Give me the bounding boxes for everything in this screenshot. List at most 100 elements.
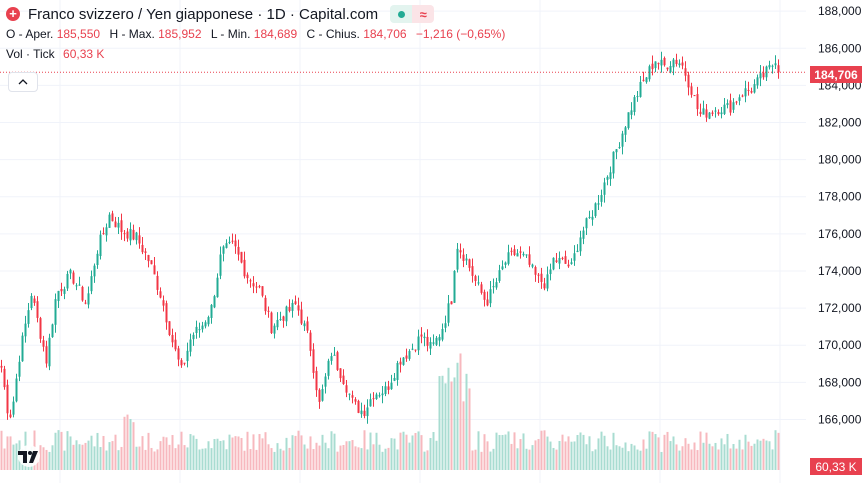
candle-body[interactable] (66, 273, 69, 289)
candle-body[interactable] (741, 95, 744, 97)
candle-body[interactable] (90, 276, 93, 292)
candle-body[interactable] (495, 282, 498, 288)
candle-body[interactable] (612, 151, 615, 174)
candle-body[interactable] (72, 272, 75, 284)
candle-body[interactable] (288, 306, 291, 311)
candle-body[interactable] (744, 88, 747, 97)
candle-body[interactable] (396, 363, 399, 380)
candle-body[interactable] (162, 300, 165, 306)
candle-body[interactable] (603, 182, 606, 195)
candle-body[interactable] (336, 352, 339, 370)
symbol-title[interactable]: Franco svizzero / Yen giapponese · 1D · … (28, 5, 379, 23)
candle-body[interactable] (375, 394, 378, 400)
candle-body[interactable] (339, 368, 342, 379)
candle-body[interactable] (648, 66, 651, 80)
candle-body[interactable] (606, 176, 609, 180)
candle-body[interactable] (684, 68, 687, 76)
candle-body[interactable] (291, 302, 294, 311)
candle-body[interactable] (651, 63, 654, 70)
candle-body[interactable] (303, 323, 306, 327)
candle-body[interactable] (447, 303, 450, 323)
candle-body[interactable] (723, 104, 726, 114)
candle-body[interactable] (600, 195, 603, 202)
candle-body[interactable] (366, 407, 369, 417)
candle-body[interactable] (627, 112, 630, 128)
candle-body[interactable] (519, 251, 522, 253)
candle-body[interactable] (492, 286, 495, 288)
candle-body[interactable] (438, 337, 441, 341)
candle-body[interactable] (510, 250, 513, 252)
candle-body[interactable] (54, 299, 57, 325)
candle-body[interactable] (168, 321, 171, 335)
candle-body[interactable] (408, 351, 411, 359)
candle-body[interactable] (699, 111, 702, 115)
volume-label[interactable]: Vol · Tick (6, 47, 55, 61)
candle-body[interactable] (561, 257, 564, 259)
candle-body[interactable] (210, 304, 213, 318)
candle-body[interactable] (270, 312, 273, 334)
candle-body[interactable] (573, 253, 576, 261)
candle-body[interactable] (696, 94, 699, 110)
candle-body[interactable] (594, 203, 597, 217)
candle-body[interactable] (777, 65, 780, 73)
candle-body[interactable] (630, 110, 633, 115)
candle-body[interactable] (129, 229, 132, 241)
candle-body[interactable] (735, 101, 738, 103)
candle-body[interactable] (768, 65, 771, 68)
candle-body[interactable] (546, 274, 549, 289)
candle-body[interactable] (141, 244, 144, 253)
candle-body[interactable] (285, 306, 288, 322)
candle-body[interactable] (582, 230, 585, 239)
candle-body[interactable] (585, 218, 588, 229)
candle-body[interactable] (564, 256, 567, 264)
candle-body[interactable] (528, 254, 531, 265)
candle-body[interactable] (204, 322, 207, 327)
candle-body[interactable] (474, 276, 477, 282)
candle-body[interactable] (159, 291, 162, 298)
candle-body[interactable] (351, 395, 354, 398)
candle-body[interactable] (165, 303, 168, 323)
candle-body[interactable] (759, 73, 762, 79)
candle-body[interactable] (93, 265, 96, 277)
candle-body[interactable] (453, 271, 456, 303)
candle-body[interactable] (729, 100, 732, 113)
candle-body[interactable] (753, 84, 756, 93)
candle-body[interactable] (60, 288, 63, 292)
collapse-legend-button[interactable] (8, 72, 38, 92)
candle-body[interactable] (555, 260, 558, 262)
candle-body[interactable] (690, 86, 693, 95)
candle-body[interactable] (84, 302, 87, 304)
candle-body[interactable] (579, 237, 582, 252)
candle-body[interactable] (414, 349, 417, 351)
candle-body[interactable] (513, 249, 516, 255)
candle-body[interactable] (0, 365, 3, 368)
candle-body[interactable] (549, 269, 552, 275)
candle-body[interactable] (591, 216, 594, 220)
candle-body[interactable] (282, 316, 285, 321)
candle-body[interactable] (432, 342, 435, 344)
candle-body[interactable] (75, 285, 78, 287)
candle-body[interactable] (435, 337, 438, 345)
candle-body[interactable] (312, 349, 315, 373)
candle-body[interactable] (411, 348, 414, 350)
candle-body[interactable] (420, 334, 423, 337)
candle-body[interactable] (126, 231, 129, 239)
candle-body[interactable] (468, 259, 471, 268)
candle-body[interactable] (57, 290, 60, 301)
candle-body[interactable] (69, 269, 72, 274)
candle-body[interactable] (429, 342, 432, 349)
candle-body[interactable] (615, 149, 618, 153)
candle-body[interactable] (123, 233, 126, 235)
candle-body[interactable] (318, 389, 321, 402)
candle-body[interactable] (345, 385, 348, 393)
candle-body[interactable] (597, 203, 600, 205)
candle-body[interactable] (30, 296, 33, 309)
candle-body[interactable] (450, 301, 453, 305)
candle-body[interactable] (486, 299, 489, 306)
candle-body[interactable] (45, 346, 48, 364)
candle-body[interactable] (12, 401, 15, 415)
candle-body[interactable] (714, 110, 717, 112)
candle-body[interactable] (726, 103, 729, 106)
candle-body[interactable] (750, 91, 753, 93)
candle-body[interactable] (384, 386, 387, 395)
